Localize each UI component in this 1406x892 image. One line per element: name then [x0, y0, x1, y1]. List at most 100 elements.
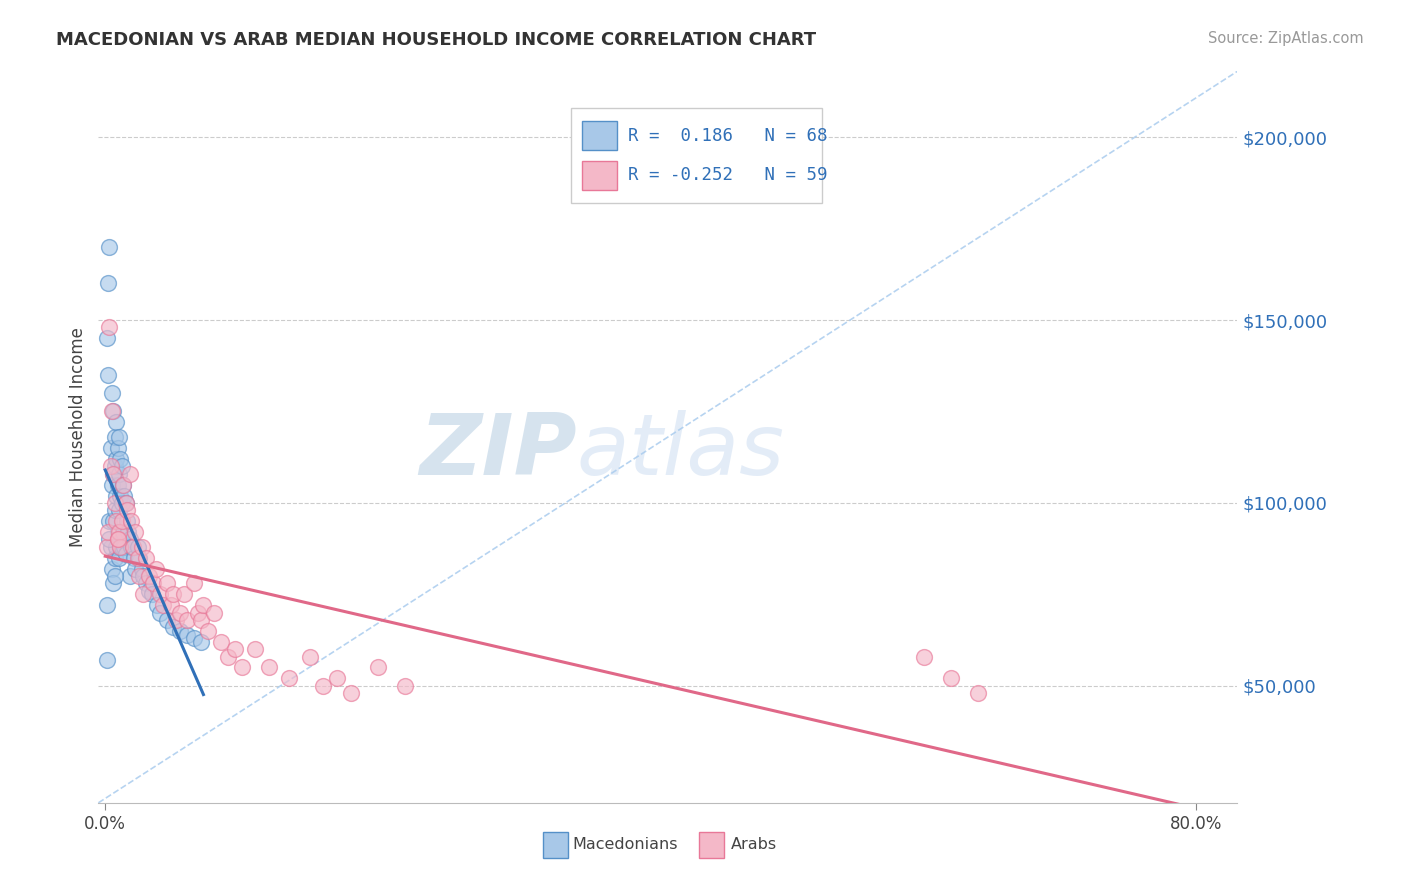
- Point: [107, 441, 129, 455]
- Point: [103, 467, 125, 481]
- Point: [169, 624, 191, 638]
- Point: [122, 550, 145, 565]
- Point: [110, 540, 132, 554]
- Point: [156, 576, 179, 591]
- Point: [967, 686, 990, 700]
- Point: [173, 587, 195, 601]
- Point: [98, 533, 121, 547]
- Point: [111, 525, 134, 540]
- Point: [107, 525, 129, 540]
- Point: [97, 368, 120, 382]
- Bar: [571, 108, 821, 203]
- Point: [111, 477, 134, 491]
- Point: [105, 452, 128, 467]
- Point: [105, 416, 128, 430]
- Point: [165, 613, 187, 627]
- Point: [118, 533, 141, 547]
- Point: [183, 576, 205, 591]
- Point: [132, 569, 155, 583]
- Point: [101, 404, 124, 418]
- Text: Arabs: Arabs: [731, 837, 776, 852]
- Point: [104, 550, 127, 565]
- Point: [190, 635, 212, 649]
- Point: [394, 679, 416, 693]
- Point: [110, 496, 132, 510]
- Point: [138, 569, 160, 583]
- Point: [105, 540, 128, 554]
- Point: [121, 540, 143, 554]
- Point: [121, 540, 143, 554]
- Point: [193, 599, 215, 613]
- Point: [100, 441, 122, 455]
- Point: [145, 562, 167, 576]
- Point: [114, 496, 136, 510]
- Point: [103, 514, 125, 528]
- Point: [124, 562, 146, 576]
- Point: [326, 672, 349, 686]
- Point: [131, 540, 153, 554]
- Point: [278, 672, 301, 686]
- Point: [115, 514, 138, 528]
- Point: [176, 627, 198, 641]
- Point: [98, 514, 121, 528]
- Point: [298, 649, 321, 664]
- Point: [141, 587, 163, 601]
- Point: [108, 430, 131, 444]
- Point: [132, 587, 155, 601]
- Text: ZIP: ZIP: [419, 410, 576, 493]
- Point: [138, 583, 160, 598]
- Point: [96, 540, 118, 554]
- Point: [245, 642, 267, 657]
- Point: [128, 569, 150, 583]
- Point: [120, 514, 142, 528]
- Point: [117, 525, 139, 540]
- Y-axis label: Median Household Income: Median Household Income: [69, 327, 87, 547]
- Point: [110, 514, 132, 528]
- Point: [104, 496, 127, 510]
- Point: [108, 525, 131, 540]
- Point: [169, 606, 191, 620]
- Point: [115, 503, 138, 517]
- Point: [159, 599, 181, 613]
- Point: [127, 550, 149, 565]
- Point: [231, 660, 253, 674]
- Point: [110, 459, 132, 474]
- Point: [98, 320, 121, 334]
- Bar: [699, 832, 724, 858]
- Point: [156, 613, 179, 627]
- Point: [912, 649, 935, 664]
- Point: [100, 459, 122, 474]
- Point: [118, 467, 141, 481]
- Point: [104, 459, 127, 474]
- Point: [202, 606, 225, 620]
- Point: [111, 477, 134, 491]
- Point: [149, 606, 172, 620]
- Point: [339, 686, 361, 700]
- Point: [96, 599, 118, 613]
- Point: [367, 660, 389, 674]
- Point: [197, 624, 219, 638]
- Point: [97, 525, 120, 540]
- Text: atlas: atlas: [576, 410, 785, 493]
- Text: Macedonians: Macedonians: [572, 837, 678, 852]
- Point: [101, 562, 124, 576]
- Point: [107, 533, 129, 547]
- Point: [105, 514, 128, 528]
- Point: [162, 620, 184, 634]
- Point: [96, 331, 118, 345]
- Point: [101, 477, 124, 491]
- Point: [176, 613, 198, 627]
- Point: [110, 540, 132, 554]
- Point: [124, 525, 146, 540]
- Point: [104, 569, 127, 583]
- Point: [190, 613, 212, 627]
- Text: Source: ZipAtlas.com: Source: ZipAtlas.com: [1208, 31, 1364, 46]
- Point: [112, 540, 135, 554]
- Point: [97, 277, 120, 291]
- Point: [107, 477, 129, 491]
- Point: [110, 489, 132, 503]
- Point: [120, 540, 142, 554]
- Point: [183, 632, 205, 646]
- Point: [135, 576, 157, 591]
- Point: [108, 467, 131, 481]
